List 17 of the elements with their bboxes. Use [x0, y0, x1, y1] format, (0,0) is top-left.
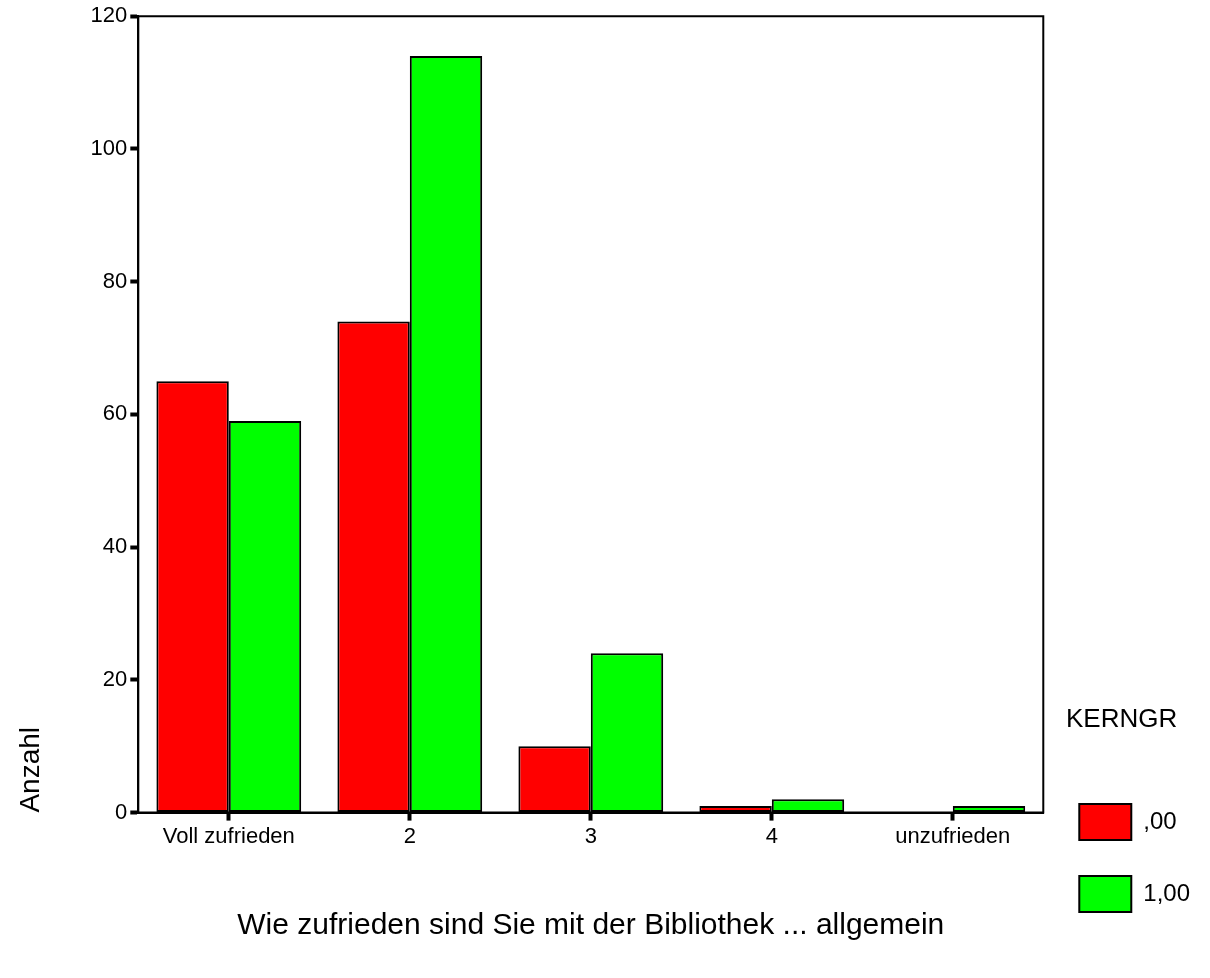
y-tick-label: 40 — [102, 533, 128, 559]
y-tick-label: 0 — [115, 798, 128, 824]
x-tick-label: 4 — [765, 822, 778, 848]
y-tick-label: 120 — [90, 2, 128, 28]
legend-title: KERNGR — [1066, 702, 1178, 733]
y-tick-label: 80 — [102, 267, 128, 293]
x-tick-label: unzufrieden — [895, 822, 1011, 848]
legend-label: 1,00 — [1143, 878, 1191, 906]
y-tick-label: 20 — [102, 665, 128, 691]
legend-label: ,00 — [1143, 806, 1177, 834]
y-axis-title: Anzahl — [13, 726, 45, 813]
x-tick-label: 3 — [584, 822, 597, 848]
x-tick-label: 2 — [403, 822, 416, 848]
y-tick-label: 100 — [90, 135, 128, 160]
x-axis-title: Wie zufrieden sind Sie mit der Bibliothek ... allgemein — [237, 907, 945, 941]
y-tick-label: 60 — [102, 400, 128, 426]
x-tick-label: Voll zufrieden — [162, 822, 295, 848]
